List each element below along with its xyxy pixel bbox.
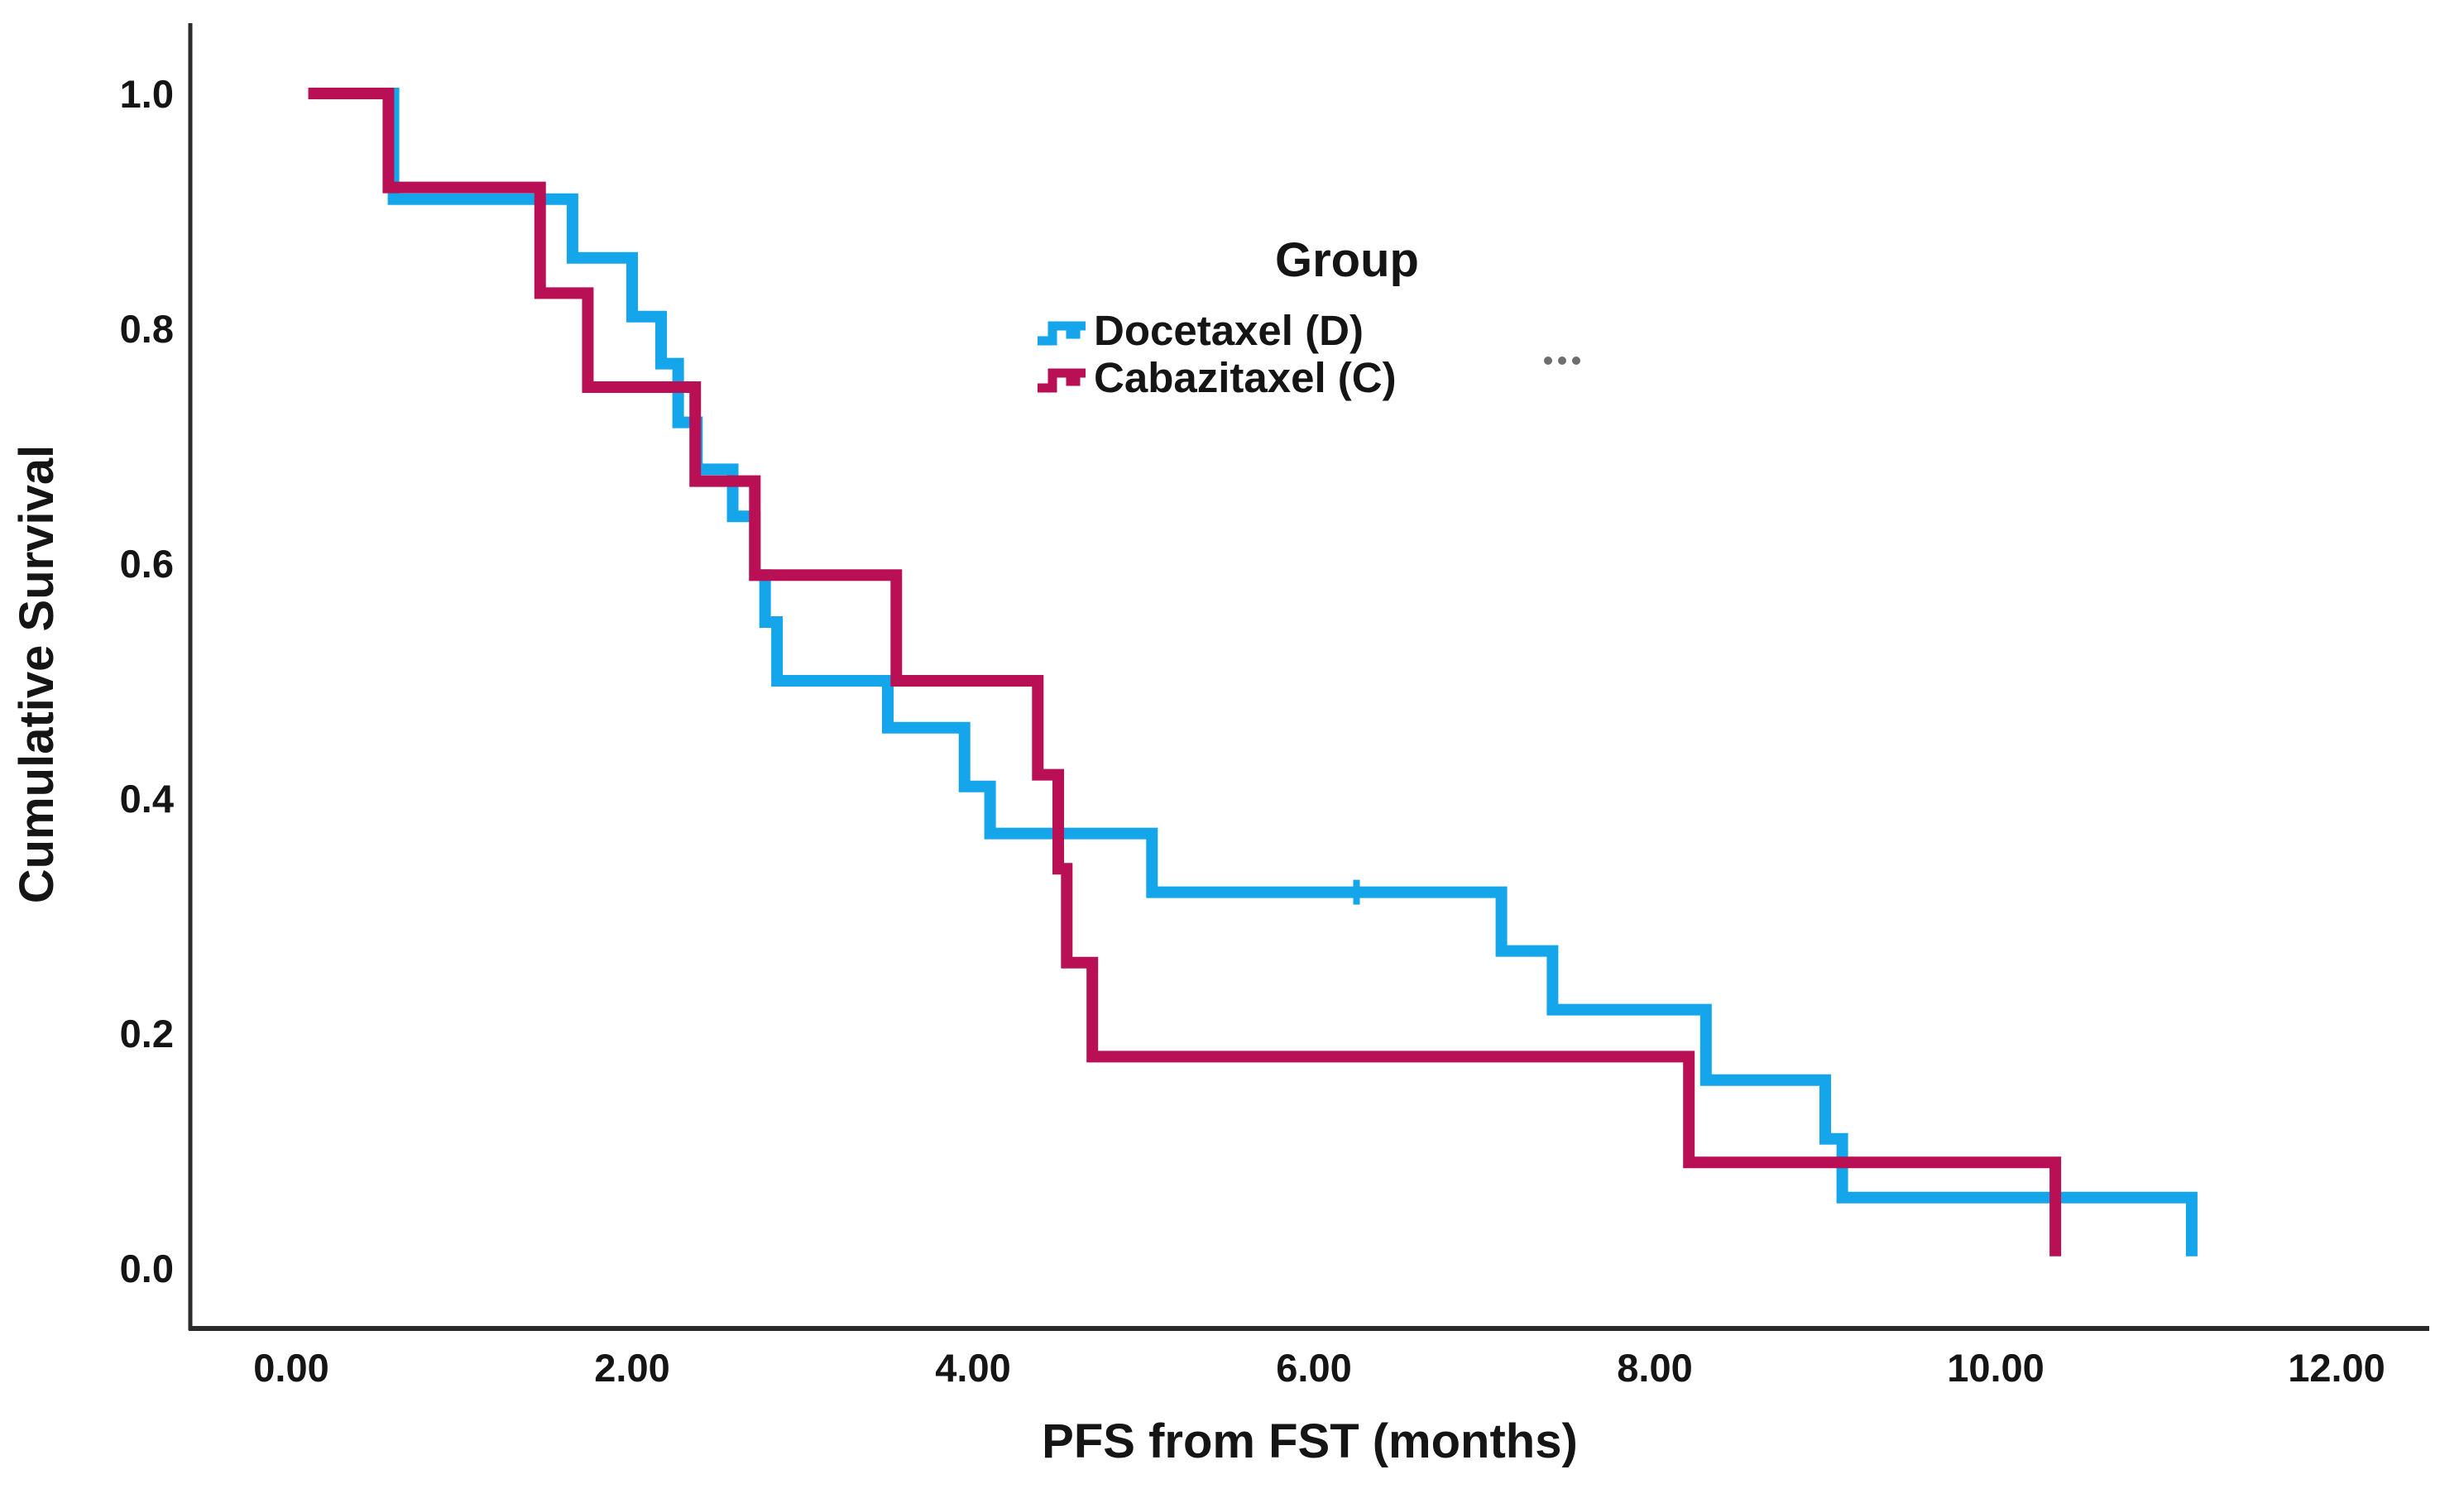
series-cabazitaxel-curve — [308, 88, 2062, 1256]
x-tick-label: 4.00 — [935, 1346, 1010, 1390]
y-tick-label: 1.0 — [120, 72, 174, 116]
series-docetaxel-curve — [308, 88, 2198, 1256]
y-tick-labels: 0.0 0.2 0.4 0.6 0.8 1.0 — [120, 72, 174, 1290]
series-cabazitaxel — [308, 88, 2062, 1256]
x-tick-label: 8.00 — [1617, 1346, 1692, 1390]
x-tick-label: 6.00 — [1276, 1346, 1351, 1390]
y-axis-title: Cumulative Survival — [10, 445, 64, 903]
dot — [1544, 357, 1552, 365]
y-tick-label: 0.6 — [120, 542, 174, 586]
x-tick-label: 12.00 — [2288, 1346, 2385, 1390]
legend-item-label: Cabazitaxel (C) — [1094, 354, 1397, 401]
legend: Group Docetaxel (D)Cabazitaxel (C) — [1038, 233, 1419, 401]
x-tick-label: 0.00 — [253, 1346, 328, 1390]
legend-item: Cabazitaxel (C) — [1038, 354, 1397, 401]
series-docetaxel — [308, 88, 2198, 1256]
x-axis-title: PFS from FST (months) — [1042, 1414, 1578, 1468]
overflow-dots-icon — [1544, 357, 1580, 365]
x-tick-label: 10.00 — [1947, 1346, 2045, 1390]
dot — [1558, 357, 1566, 365]
x-tick-labels: 0.00 2.00 4.00 6.00 8.00 10.00 12.00 — [253, 1346, 2385, 1390]
y-tick-label: 0.4 — [120, 777, 174, 821]
legend-item-label: Docetaxel (D) — [1094, 307, 1364, 354]
legend-title: Group — [1275, 233, 1419, 287]
dot — [1572, 357, 1580, 365]
legend-key-step-icon — [1038, 368, 1086, 393]
x-tick-label: 2.00 — [594, 1346, 669, 1390]
legend-item: Docetaxel (D) — [1038, 307, 1364, 354]
axes — [188, 23, 2429, 1331]
y-tick-label: 0.0 — [120, 1247, 174, 1290]
legend-key-step-icon — [1038, 321, 1086, 346]
y-tick-label: 0.2 — [120, 1012, 174, 1055]
y-tick-label: 0.8 — [120, 307, 174, 351]
